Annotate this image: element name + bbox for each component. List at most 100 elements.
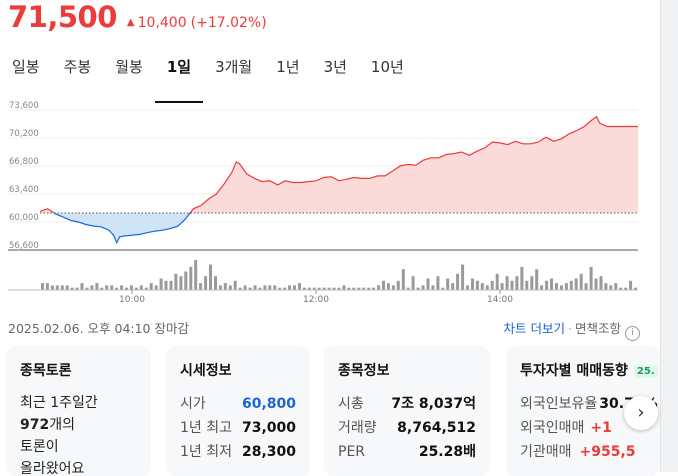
volume-bar: [386, 283, 390, 290]
card-stock-info[interactable]: 종목정보 시총 7조 8,037억 거래량 8,764,512 PER 25.28배: [324, 346, 490, 476]
info-row: 시총 7조 8,037억: [338, 392, 476, 416]
row-value: 8,764,512: [397, 420, 476, 436]
card-title: 종목토론: [20, 363, 72, 379]
volume-bar: [204, 276, 208, 290]
card-quote-info[interactable]: 시세정보 시가 60,800 1년 최고 73,000 1년 최저 28,300: [166, 346, 310, 476]
scrollbar-track[interactable]: [660, 0, 678, 472]
disclaimer-link[interactable]: 면책조항: [574, 321, 621, 336]
volume-bar: [144, 287, 148, 290]
row-label: 1년 최고: [180, 420, 232, 436]
volume-bar: [461, 264, 465, 290]
volume-bar: [480, 283, 484, 290]
volume-bar: [273, 285, 277, 290]
volume-bar: [248, 287, 252, 290]
volume-bar: [55, 285, 59, 290]
row-label: PER: [338, 444, 366, 460]
change-amount: 10,400: [137, 15, 187, 31]
chart-meta: 2025.02.06. 오후 04:10 장마감 차트 더보기 · 면책조항 i: [8, 318, 640, 341]
volume-bar: [228, 285, 232, 290]
row-label: 기관매매: [520, 444, 572, 460]
info-icon[interactable]: i: [625, 326, 640, 341]
volume-bar: [564, 283, 568, 290]
volume-bar: [362, 287, 366, 290]
volume-bar: [347, 287, 351, 290]
volume-bar: [475, 280, 479, 290]
volume-bar: [154, 285, 158, 290]
volume-bar: [184, 271, 188, 290]
volume-bar: [70, 287, 74, 290]
separator: ·: [568, 321, 572, 336]
volume-bar: [258, 287, 262, 290]
price-line-down: [52, 212, 191, 245]
intraday-chart[interactable]: 73,600 70,200 66,800 63,400 60,000 56,600 10:0…: [0, 98, 660, 308]
investor-row: 외국인매매 +1: [520, 416, 660, 440]
volume-bar: [149, 283, 153, 290]
volume-bar: [352, 287, 356, 290]
up-arrow-icon: ▲: [126, 17, 135, 28]
card-stock-talk[interactable]: 종목토론 최근 1주일간 972개의 토론이 올라왔어요: [6, 346, 151, 476]
volume-bar: [283, 287, 287, 290]
tab-1day[interactable]: 1일: [154, 54, 204, 103]
volume-bar: [416, 287, 420, 290]
volume-bar: [179, 276, 183, 290]
volume-bar: [100, 287, 104, 290]
talk-line: 토론이: [20, 439, 59, 455]
tab-monthly[interactable]: 월봉: [115, 58, 143, 76]
card-title: 종목정보: [338, 363, 390, 379]
x-tick-label: 10:00: [119, 295, 145, 305]
tab-daily[interactable]: 일봉: [12, 58, 40, 76]
price-area-up: [40, 116, 638, 213]
volume-bar: [317, 287, 321, 290]
tab-3years[interactable]: 3년: [323, 58, 347, 76]
talk-summary: 최근 1주일간 972개의 토론이 올라왔어요: [20, 392, 137, 476]
row-label: 시총: [338, 396, 364, 412]
talk-line: 최근 1주일간: [20, 395, 98, 411]
volume-bar: [559, 285, 563, 290]
row-value: 25.28배: [418, 444, 476, 460]
volume-bar: [599, 276, 603, 290]
volume-bar: [60, 285, 64, 290]
price-area-down: [53, 212, 191, 243]
volume-bar: [396, 280, 400, 290]
volume-bar: [391, 285, 395, 290]
next-card-button[interactable]: ›: [624, 396, 658, 430]
tab-10years[interactable]: 10년: [370, 58, 404, 76]
card-title: 시세정보: [180, 363, 232, 379]
price-change: ▲ 10,400 (+17.02%): [127, 15, 267, 31]
volume-bar: [342, 285, 346, 290]
volume-bar: [634, 287, 637, 290]
talk-count: 972: [20, 417, 50, 433]
chart-links: 차트 더보기 · 면책조항 i: [504, 318, 640, 341]
volume-bar: [624, 287, 628, 290]
current-price: 71,500: [8, 0, 117, 34]
volume-bar: [233, 280, 237, 290]
volume-bar: [45, 283, 49, 290]
volume-bar: [327, 287, 331, 290]
volume-bar: [614, 283, 618, 290]
tab-3months[interactable]: 3개월: [215, 58, 253, 76]
y-tick-label: 60,000: [9, 213, 39, 223]
volume-bar: [594, 278, 598, 290]
volume-bar: [125, 287, 128, 290]
volume-bar: [223, 283, 227, 290]
volume-bar: [268, 285, 272, 290]
volume-bar: [372, 287, 376, 290]
tab-1year[interactable]: 1년: [276, 58, 300, 76]
volume-bar: [505, 276, 509, 290]
volume-bar: [584, 283, 588, 290]
volume-bar: [238, 287, 242, 290]
y-tick-label: 66,800: [9, 157, 39, 167]
volume-bar: [298, 283, 301, 290]
row-value: 7조 8,037억: [391, 396, 476, 412]
row-label: 외국인보유율: [520, 396, 598, 412]
volume-bar: [164, 280, 168, 290]
volume-bar: [495, 273, 499, 290]
volume-bar: [471, 278, 474, 290]
volume-bar: [159, 278, 163, 290]
volume-bar: [214, 276, 217, 290]
volume-bar: [293, 285, 296, 290]
more-chart-link[interactable]: 차트 더보기: [503, 321, 565, 336]
volume-bar: [406, 287, 410, 290]
row-label: 1년 최저: [180, 444, 232, 460]
tab-weekly[interactable]: 주봉: [63, 58, 92, 76]
